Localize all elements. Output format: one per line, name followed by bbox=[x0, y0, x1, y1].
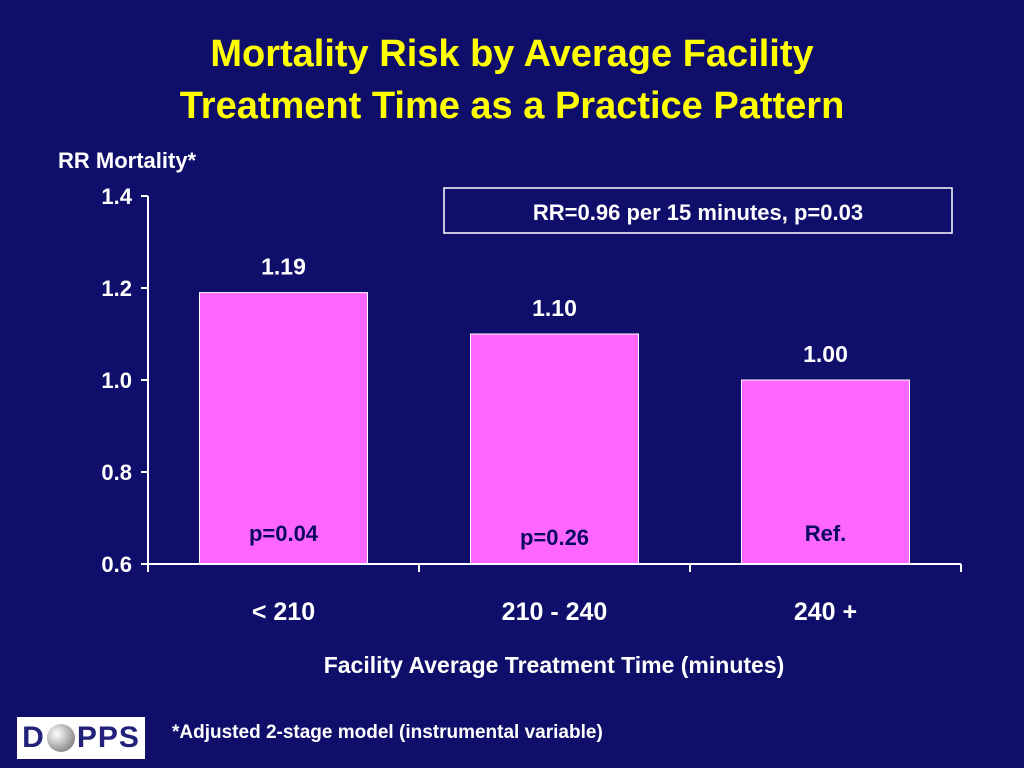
y-tick-label: 1.2 bbox=[101, 276, 132, 301]
bar-p-value-label: Ref. bbox=[805, 521, 847, 546]
x-tick-label: < 210 bbox=[252, 598, 315, 626]
title-line-1: Mortality Risk by Average Facility bbox=[210, 33, 814, 75]
x-axis-label: Facility Average Treatment Time (minutes… bbox=[324, 652, 785, 678]
annotation-frame bbox=[443, 187, 953, 234]
bar-value-label: 1.19 bbox=[261, 254, 306, 280]
globe-icon bbox=[46, 724, 75, 752]
bar-p-value-label: p=0.04 bbox=[249, 521, 319, 546]
bars-group: 1.19 p=0.04 1.10 p=0.26 1.00 Ref. bbox=[199, 254, 910, 565]
footnote: *Adjusted 2-stage model (instrumental va… bbox=[172, 722, 603, 743]
bar-value-label: 1.00 bbox=[803, 341, 848, 367]
y-tick-label: 1.4 bbox=[101, 184, 132, 209]
dopps-logo: D PPS bbox=[17, 717, 145, 759]
y-axis-label: RR Mortality* bbox=[58, 148, 197, 173]
bar-p-value-label: p=0.26 bbox=[520, 525, 589, 550]
x-tick-label: 210 - 240 bbox=[502, 598, 608, 626]
y-tick-label: 0.6 bbox=[101, 552, 132, 577]
annotation-text: RR=0.96 per 15 minutes, p=0.03 bbox=[533, 200, 863, 225]
bar bbox=[199, 292, 368, 565]
bar-value-label: 1.10 bbox=[532, 295, 577, 321]
axes-group: < 210 210 - 240 240 + 0.6 0.8 1.0 1.2 1.4 bbox=[101, 184, 962, 626]
bar bbox=[470, 333, 639, 565]
y-tick-label: 1.0 bbox=[101, 368, 132, 393]
bar bbox=[741, 379, 910, 565]
annotation-box: RR=0.96 per 15 minutes, p=0.03 bbox=[443, 187, 953, 234]
slide-title: Mortality Risk by Average Facility Treat… bbox=[0, 28, 1024, 132]
y-tick-label: 0.8 bbox=[101, 460, 132, 485]
logo-wordmark: D PPS bbox=[22, 721, 140, 754]
x-tick-label: 240 + bbox=[794, 598, 857, 626]
title-line-2: Treatment Time as a Practice Pattern bbox=[179, 85, 845, 127]
